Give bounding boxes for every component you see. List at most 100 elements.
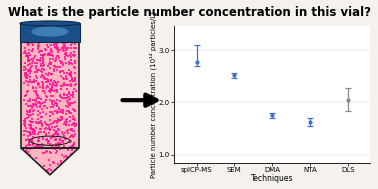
Point [28,114,34,117]
Point [59,111,65,114]
Polygon shape [21,42,79,148]
Point [49,85,55,88]
Point [25,60,31,63]
Point [29,143,36,146]
Point [51,43,57,46]
Point [26,51,32,54]
Point [45,79,51,82]
Point [48,47,54,50]
Point [52,125,58,128]
Point [67,145,73,148]
Point [36,83,42,86]
Point [33,156,39,159]
Point [25,70,31,73]
Point [70,141,76,144]
Point [41,151,47,154]
Point [37,85,43,88]
Point [28,127,34,130]
Point [71,108,77,112]
Point [42,47,48,50]
Point [52,132,58,135]
Point [68,74,74,77]
Point [23,127,29,130]
Point [39,73,45,76]
Point [63,154,69,157]
Point [47,150,53,153]
Point [25,137,31,140]
Point [39,145,45,148]
Point [51,64,57,67]
Point [66,60,72,64]
Point [68,135,74,138]
Point [42,52,48,55]
Point [32,54,38,57]
Point [70,144,76,147]
Point [65,46,71,49]
Point [32,62,38,65]
Point [31,128,37,131]
Point [53,57,59,60]
Point [37,127,43,130]
Point [56,107,62,110]
Point [72,124,78,127]
Point [64,123,70,126]
Point [35,43,41,46]
Point [23,77,29,80]
Point [69,146,75,149]
Point [65,83,71,86]
Point [50,160,56,163]
Point [46,91,53,94]
Point [40,111,46,114]
Point [72,125,78,128]
Point [71,143,77,146]
Point [52,45,58,48]
Point [46,60,53,64]
Point [48,49,54,52]
Point [61,43,67,46]
Point [26,75,33,78]
Point [27,132,33,135]
Point [73,82,79,85]
Point [60,41,66,44]
Point [22,73,28,76]
Point [37,58,43,61]
Point [51,67,57,70]
Point [41,68,47,71]
Point [68,127,74,130]
Point [57,110,63,113]
Point [67,79,73,82]
Point [63,118,69,121]
Point [23,144,29,147]
Point [50,112,56,115]
Point [66,69,72,72]
Point [44,123,50,126]
Point [22,125,28,128]
Point [59,96,65,99]
Point [48,78,54,81]
Point [71,54,77,57]
Point [27,134,33,137]
Point [34,68,40,71]
Point [37,102,43,105]
Point [70,128,76,131]
Point [32,103,38,106]
Point [54,54,60,57]
Point [37,41,43,44]
Point [62,42,68,45]
Point [25,110,31,113]
Point [22,74,28,77]
Point [53,47,59,50]
Point [31,132,37,135]
Point [29,81,35,84]
Point [71,42,77,45]
Point [61,47,67,50]
Point [45,125,51,128]
Point [50,133,56,136]
Point [54,112,60,115]
Point [69,42,75,45]
Point [25,59,31,62]
Point [48,136,54,139]
Point [50,106,56,109]
Point [58,88,64,91]
Point [61,145,67,148]
